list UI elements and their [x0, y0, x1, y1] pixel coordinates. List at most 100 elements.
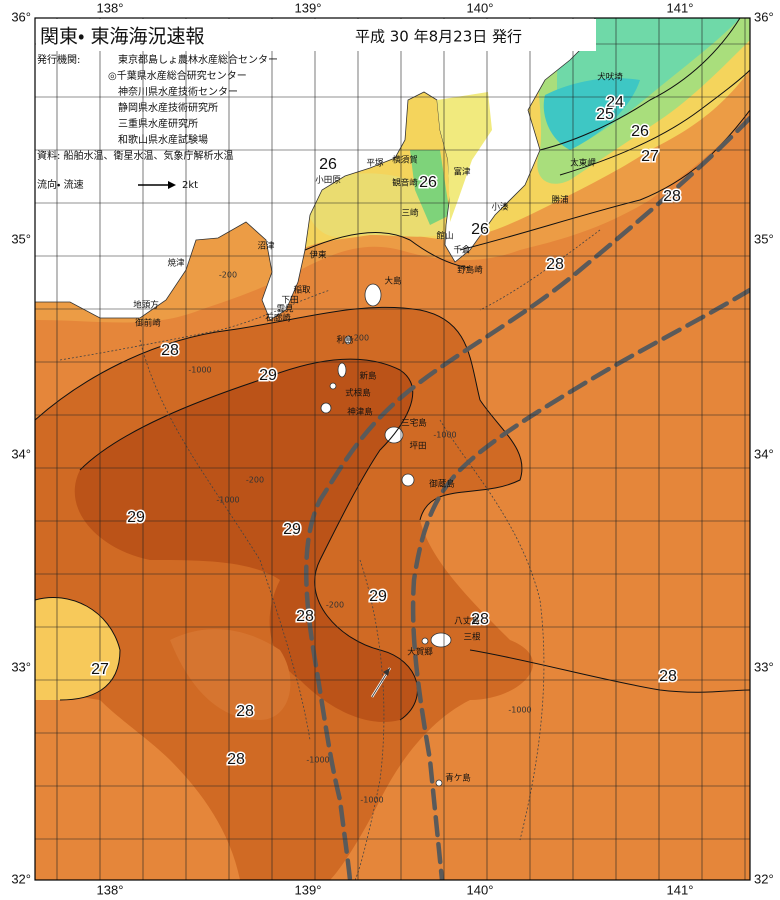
place-name: 三根 [463, 632, 481, 643]
place-name: 御前崎 [135, 318, 161, 329]
longitude-label: 138° [97, 882, 124, 897]
issuer: 三重県水産研究所 [118, 117, 198, 130]
issuer: 和歌山県水産試験場 [118, 133, 208, 146]
kuroshio-axis [410, 287, 750, 880]
temperature-label: 28 [546, 256, 564, 273]
place-name: 沼津 [257, 241, 275, 252]
latitude-label: 36° [754, 9, 774, 24]
place-name: 小田原 [315, 175, 341, 186]
kuroshio-axis [304, 115, 750, 880]
place-name: 富津 [453, 167, 471, 178]
temperature-label: 25 [596, 106, 614, 123]
temperature-label: 28 [227, 751, 245, 768]
place-name: 地頭方 [133, 300, 159, 311]
latitude-label: 35° [754, 231, 774, 246]
issuer: ◎千葉県水産総合研究センター [108, 69, 247, 82]
data-source: 資料: 船舶水温、衛星水温、気象庁解析水温 [37, 149, 234, 162]
grid [35, 18, 750, 880]
temperature-label: 28 [663, 188, 681, 205]
temperature-label: 29 [259, 367, 277, 384]
legend-speed: 2kt [182, 180, 198, 191]
latitude-label: 34° [754, 446, 774, 461]
cool-zone [300, 173, 444, 238]
place-name: 三崎 [401, 208, 419, 219]
place-name: 御蔵島 [429, 479, 455, 490]
place-name: 新島 [359, 371, 377, 382]
place-name: 勝浦 [551, 195, 569, 206]
temperature-label: 26 [419, 174, 437, 191]
tokyo-bay [437, 92, 492, 222]
map-area [35, 18, 750, 880]
place-name: 千倉 [453, 245, 471, 256]
depth-label: -1000 [188, 366, 211, 375]
place-name: 式根島 [345, 388, 371, 399]
depth-label: -1000 [306, 756, 329, 765]
temperature-label: 28 [236, 703, 254, 720]
place-name: 太東岬 [570, 158, 596, 169]
temperature-label: 29 [369, 588, 387, 605]
issuer: 東京都島しょ農林水産総合センター [118, 53, 278, 66]
cool-zone [410, 150, 450, 225]
temperature-label: 27 [641, 148, 659, 165]
depth-label: -1000 [433, 431, 456, 440]
place-name: 神津島 [347, 407, 373, 418]
warmest-zone [74, 359, 418, 722]
legend-label: 流向・ 流速 [37, 178, 84, 191]
place-name: 八丈島 [454, 616, 480, 627]
cool-zone [35, 597, 120, 700]
islands [320, 283, 452, 787]
place-name: 横須賀 [392, 155, 418, 166]
latitude-label: 36° [11, 9, 31, 24]
longitude-label: 141° [667, 882, 694, 897]
place-name: 犬吠埼 [597, 72, 623, 83]
latitude-label: 33° [754, 659, 774, 674]
latitude-label: 33° [11, 659, 31, 674]
info-block: 発行機関: 東京都島しょ農林水産総合センター ◎千葉県水産総合研究センター 神奈… [37, 53, 278, 191]
depth-label: -200 [326, 601, 344, 610]
temperature-label: 26 [319, 156, 337, 173]
temperature-label: 28 [161, 342, 179, 359]
longitude-label: 140° [467, 882, 494, 897]
place-name: 平塚 [366, 159, 384, 169]
place-name: 大島 [384, 276, 402, 287]
header-box [36, 19, 596, 51]
place-name: 坪田 [409, 442, 426, 452]
issue-date: 平成 30 年8月23日 発行 [355, 28, 522, 46]
longitude-label: 141° [667, 0, 694, 15]
longitude-label: 140° [467, 0, 494, 15]
depth-label: -1000 [508, 706, 531, 715]
temperature-label: 29 [283, 521, 301, 538]
longitude-label: 138° [97, 0, 124, 15]
place-name: 観音崎 [392, 178, 418, 189]
place-name: 青ケ島 [445, 773, 471, 784]
place-name: 野島崎 [457, 265, 483, 276]
temperature-label: 28 [296, 608, 314, 625]
issuer: 静岡県水産技術研究所 [118, 101, 218, 114]
depth-label: -200 [351, 334, 369, 343]
isotherms [35, 18, 750, 721]
place-name: 伊東 [309, 250, 327, 261]
depth-label: -1000 [360, 796, 383, 805]
latitude-label: 34° [11, 446, 31, 461]
longitude-label: 139° [295, 882, 322, 897]
legend-arrowhead [168, 181, 176, 189]
map-title: 関東・ 東海海況速報 [40, 26, 205, 48]
latitude-label: 32° [754, 871, 774, 886]
depth-label: -1000 [216, 496, 239, 505]
place-name: 大賀郷 [407, 647, 433, 658]
depth-label: -200 [219, 271, 237, 280]
labels: 138° 138° 139° 139° 140° 140° 141° 141° 36° 36° 35… [11, 0, 773, 897]
place-name: 三宅島 [401, 418, 427, 429]
place-name: 館山 [436, 231, 453, 242]
issuer: 神奈川県水産技術センター [118, 85, 238, 98]
longitude-label: 139° [295, 0, 322, 15]
temperature-label: 28 [659, 668, 677, 685]
temperature-label: 29 [127, 509, 145, 526]
latitude-label: 32° [11, 871, 31, 886]
place-name: 石廊崎 [265, 313, 291, 324]
place-name: 焼津 [167, 258, 185, 269]
temperature-label: 27 [91, 661, 109, 678]
place-name: 雲見 [276, 305, 294, 315]
depth-label: -200 [246, 476, 264, 485]
